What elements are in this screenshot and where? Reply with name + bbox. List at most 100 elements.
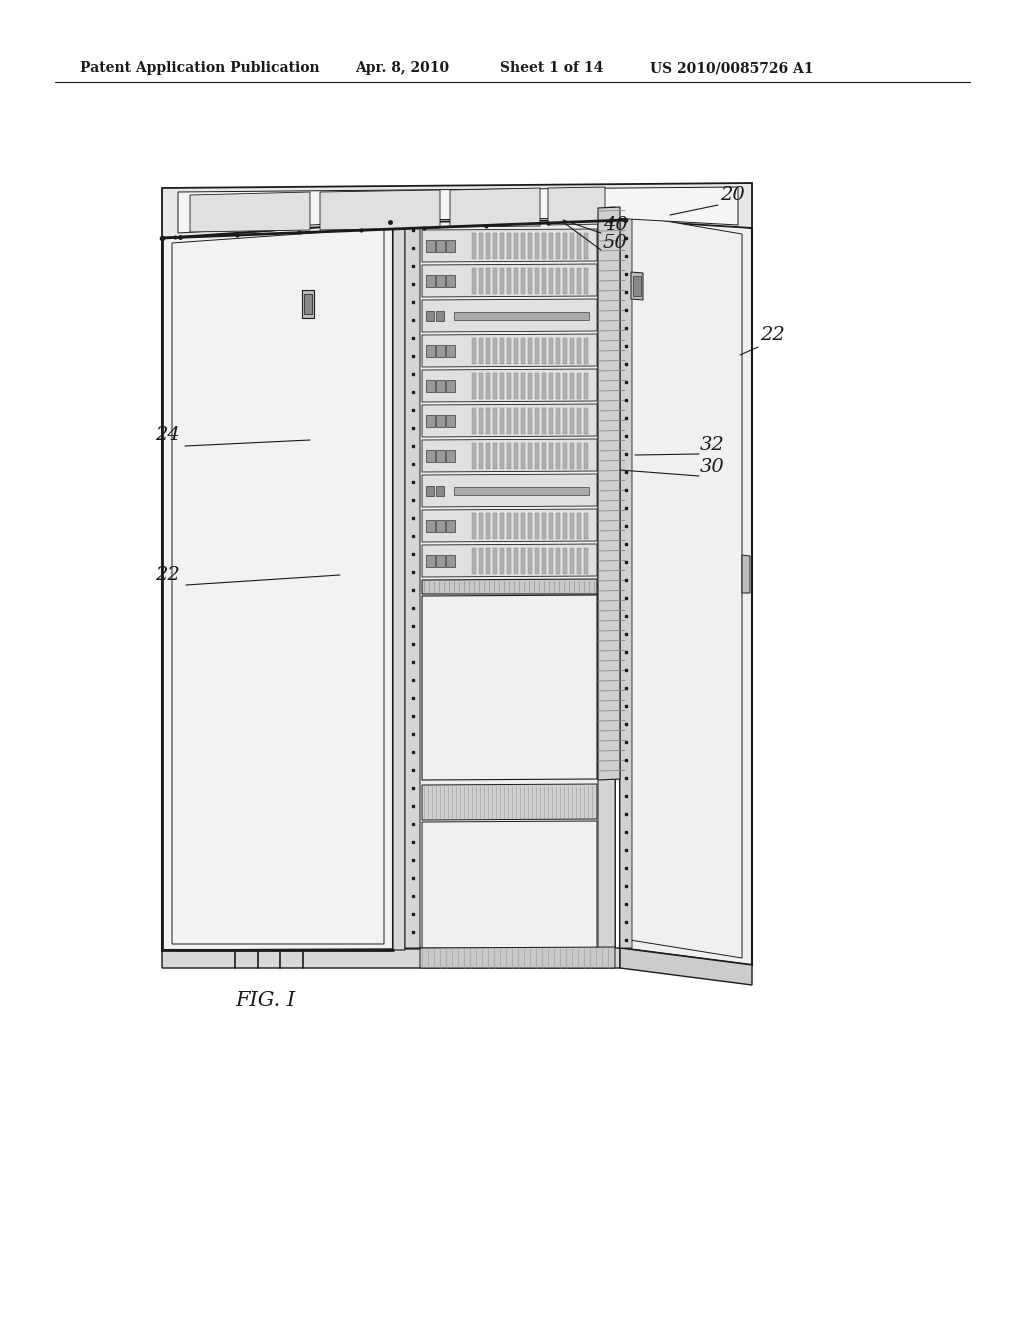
Polygon shape <box>631 272 643 300</box>
Polygon shape <box>486 338 490 364</box>
Polygon shape <box>528 374 532 399</box>
Polygon shape <box>422 579 597 594</box>
Polygon shape <box>493 268 497 294</box>
Polygon shape <box>633 276 641 296</box>
Polygon shape <box>542 374 546 399</box>
Polygon shape <box>570 408 574 434</box>
Polygon shape <box>436 414 445 426</box>
Polygon shape <box>549 408 553 434</box>
Polygon shape <box>406 207 615 948</box>
Text: 50: 50 <box>603 234 628 252</box>
Text: US 2010/0085726 A1: US 2010/0085726 A1 <box>650 61 813 75</box>
Polygon shape <box>563 374 567 399</box>
Polygon shape <box>426 345 435 356</box>
Polygon shape <box>486 513 490 539</box>
Polygon shape <box>422 228 597 261</box>
Polygon shape <box>393 220 406 950</box>
Polygon shape <box>528 444 532 469</box>
Polygon shape <box>500 268 504 294</box>
Polygon shape <box>514 513 518 539</box>
Polygon shape <box>446 414 455 426</box>
Polygon shape <box>500 234 504 259</box>
Polygon shape <box>521 513 525 539</box>
Polygon shape <box>563 548 567 574</box>
Text: 24: 24 <box>155 426 180 444</box>
Polygon shape <box>422 544 597 577</box>
Polygon shape <box>479 234 483 259</box>
Polygon shape <box>472 408 476 434</box>
Polygon shape <box>422 334 597 367</box>
Polygon shape <box>420 946 615 968</box>
Polygon shape <box>446 240 455 252</box>
Polygon shape <box>521 374 525 399</box>
Polygon shape <box>570 513 574 539</box>
Polygon shape <box>584 338 588 364</box>
Polygon shape <box>570 234 574 259</box>
Polygon shape <box>422 370 597 403</box>
Text: 22: 22 <box>760 326 784 345</box>
Polygon shape <box>584 234 588 259</box>
Polygon shape <box>479 513 483 539</box>
Polygon shape <box>422 595 597 780</box>
Polygon shape <box>549 374 553 399</box>
Polygon shape <box>563 234 567 259</box>
Text: 20: 20 <box>720 186 744 205</box>
Polygon shape <box>556 234 560 259</box>
Polygon shape <box>584 268 588 294</box>
Polygon shape <box>577 234 581 259</box>
Polygon shape <box>507 268 511 294</box>
Text: Patent Application Publication: Patent Application Publication <box>80 61 319 75</box>
Polygon shape <box>521 234 525 259</box>
Polygon shape <box>446 345 455 356</box>
Polygon shape <box>570 338 574 364</box>
Polygon shape <box>454 312 589 319</box>
Polygon shape <box>570 444 574 469</box>
Polygon shape <box>304 294 312 314</box>
Polygon shape <box>548 187 605 224</box>
Polygon shape <box>479 444 483 469</box>
Polygon shape <box>436 450 445 462</box>
Polygon shape <box>630 215 742 958</box>
Polygon shape <box>528 268 532 294</box>
Polygon shape <box>528 548 532 574</box>
Polygon shape <box>472 338 476 364</box>
Polygon shape <box>528 338 532 364</box>
Polygon shape <box>486 374 490 399</box>
Text: 40: 40 <box>603 216 628 234</box>
Polygon shape <box>507 234 511 259</box>
Polygon shape <box>507 548 511 574</box>
Polygon shape <box>521 548 525 574</box>
Polygon shape <box>528 408 532 434</box>
Polygon shape <box>486 268 490 294</box>
Polygon shape <box>542 408 546 434</box>
Polygon shape <box>507 444 511 469</box>
Polygon shape <box>514 268 518 294</box>
Polygon shape <box>426 240 435 252</box>
Polygon shape <box>507 513 511 539</box>
Polygon shape <box>436 380 445 392</box>
Polygon shape <box>493 408 497 434</box>
Polygon shape <box>570 268 574 294</box>
Polygon shape <box>422 474 597 507</box>
Polygon shape <box>549 338 553 364</box>
Polygon shape <box>542 338 546 364</box>
Polygon shape <box>584 408 588 434</box>
Polygon shape <box>742 554 750 593</box>
Polygon shape <box>493 374 497 399</box>
Polygon shape <box>584 548 588 574</box>
Polygon shape <box>620 209 752 965</box>
Polygon shape <box>535 234 539 259</box>
Polygon shape <box>479 338 483 364</box>
Polygon shape <box>556 408 560 434</box>
Polygon shape <box>446 554 455 568</box>
Text: 22: 22 <box>155 566 180 583</box>
Polygon shape <box>584 444 588 469</box>
Polygon shape <box>486 548 490 574</box>
Polygon shape <box>436 520 445 532</box>
Polygon shape <box>507 408 511 434</box>
Polygon shape <box>507 374 511 399</box>
Polygon shape <box>426 486 434 496</box>
Polygon shape <box>422 510 597 543</box>
Text: Apr. 8, 2010: Apr. 8, 2010 <box>355 61 450 75</box>
Polygon shape <box>479 268 483 294</box>
